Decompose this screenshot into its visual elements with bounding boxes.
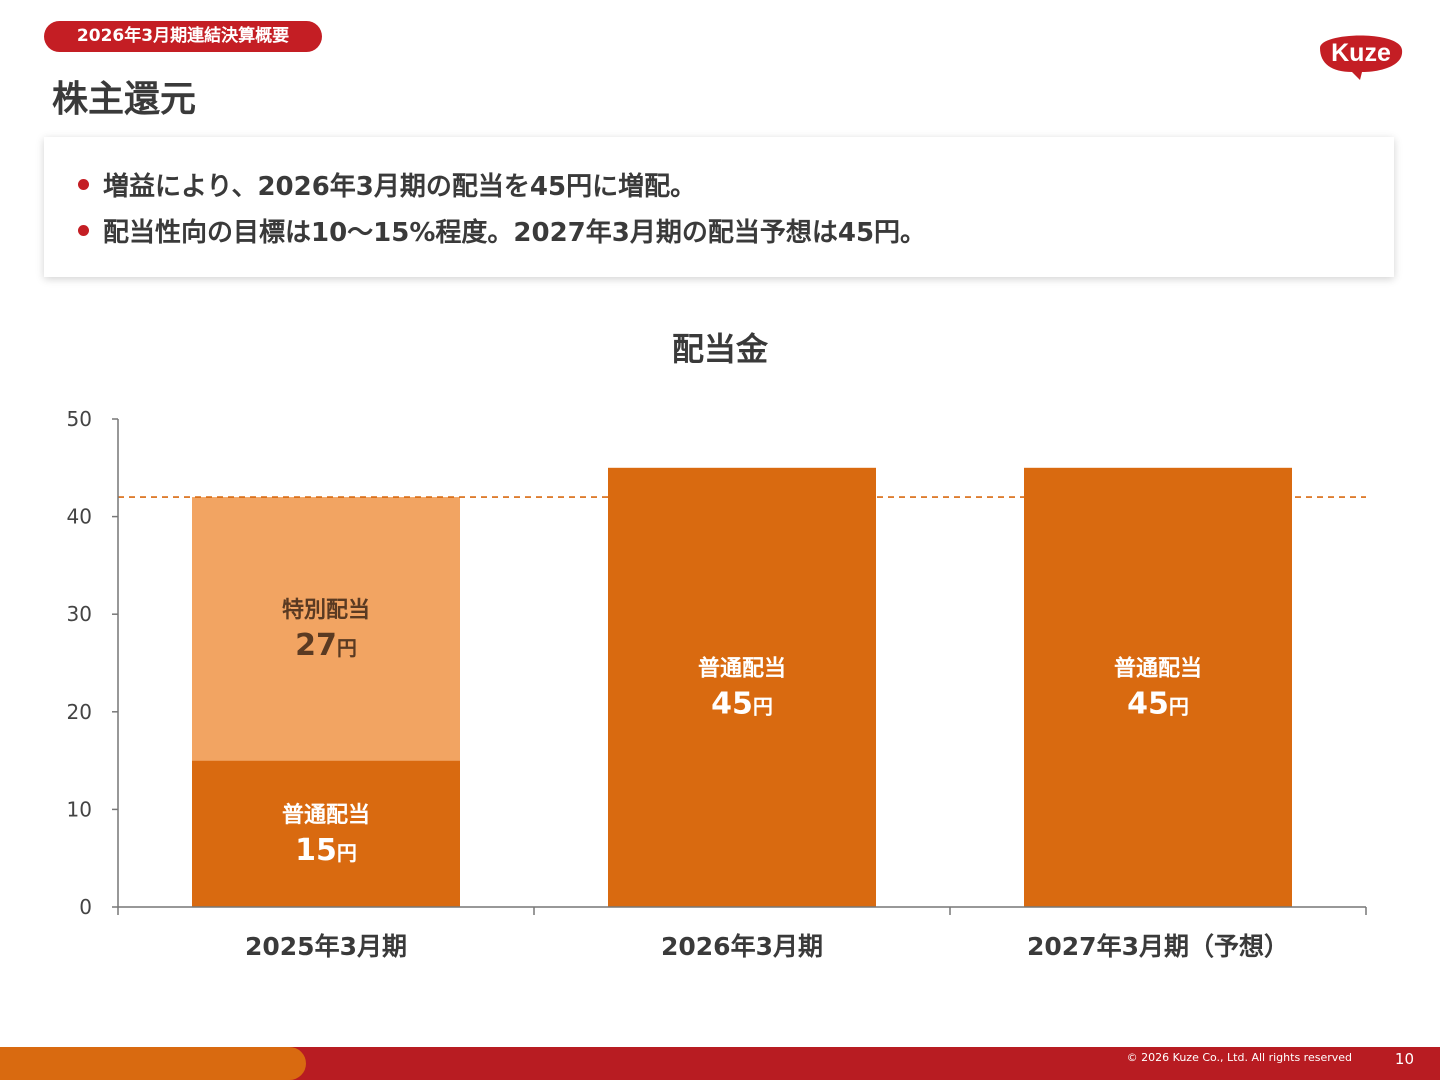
- section-badge: 2026年3月期連結決算概要: [44, 21, 322, 52]
- data-label-value: 45円: [1127, 686, 1189, 721]
- y-tick-label: 30: [67, 602, 92, 626]
- bullet-dot-icon: [78, 224, 89, 236]
- summary-box: 増益により、2026年3月期の配当を45円に増配。 配当性向の目標は10～15%…: [44, 137, 1394, 277]
- data-label-series-name: 普通配当: [282, 802, 370, 828]
- x-category-label: 2027年3月期（予想）: [1027, 932, 1289, 961]
- x-category-label: 2026年3月期: [661, 932, 823, 961]
- bar-regular-dividend: [608, 467, 876, 907]
- y-tick-label: 50: [67, 407, 92, 431]
- footer-accent-stripe: [0, 1047, 306, 1080]
- kuze-logo: Kuze: [1320, 35, 1403, 80]
- data-label-value: 15円: [295, 833, 357, 868]
- y-tick-label: 10: [67, 797, 92, 821]
- chart-title: 配当金: [671, 330, 768, 368]
- summary-bullet-text: 配当性向の目標は10～15%程度。2027年3月期の配当予想は45円。: [103, 217, 927, 248]
- x-category-label: 2025年3月期: [245, 932, 407, 961]
- footer-bar: © 2026 Kuze Co., Ltd. All rights reserve…: [0, 1047, 1440, 1080]
- page-title: 株主還元: [52, 79, 197, 120]
- dividend-chart: 配当金 0 10 20 30 40 50 2025年3月期 2026年3月期 2027年3月期（…: [0, 310, 1440, 1000]
- data-label-value: 27円: [295, 628, 357, 663]
- copyright-text: © 2026 Kuze Co., Ltd. All rights reserve…: [1126, 1051, 1352, 1064]
- data-label-series-name: 普通配当: [1114, 655, 1202, 681]
- bullet-dot-icon: [78, 178, 89, 190]
- logo-badge-shape: [1320, 35, 1403, 80]
- data-label-series-name: 特別配当: [282, 597, 370, 623]
- summary-bullet: 配当性向の目標は10～15%程度。2027年3月期の配当予想は45円。: [78, 207, 1394, 253]
- y-tick-label: 20: [67, 700, 92, 724]
- y-tick-label: 0: [79, 895, 92, 919]
- data-label-series-name: 普通配当: [698, 655, 786, 681]
- page-number: 10: [1394, 1050, 1414, 1068]
- y-tick-label: 40: [67, 505, 92, 529]
- summary-bullet: 増益により、2026年3月期の配当を45円に増配。: [78, 161, 1394, 207]
- data-label-value: 45円: [711, 686, 773, 721]
- bar-regular-dividend: [1024, 467, 1292, 907]
- summary-bullet-text: 増益により、2026年3月期の配当を45円に増配。: [103, 171, 697, 202]
- chart-canvas: 0 10 20 30 40 50 2025年3月期 2026年3月期 2027年3月期（予想） 普…: [67, 407, 1367, 961]
- bar-regular-dividend: [192, 760, 460, 907]
- bar-special-dividend: [192, 497, 460, 761]
- logo-text: Kuze: [1331, 39, 1391, 67]
